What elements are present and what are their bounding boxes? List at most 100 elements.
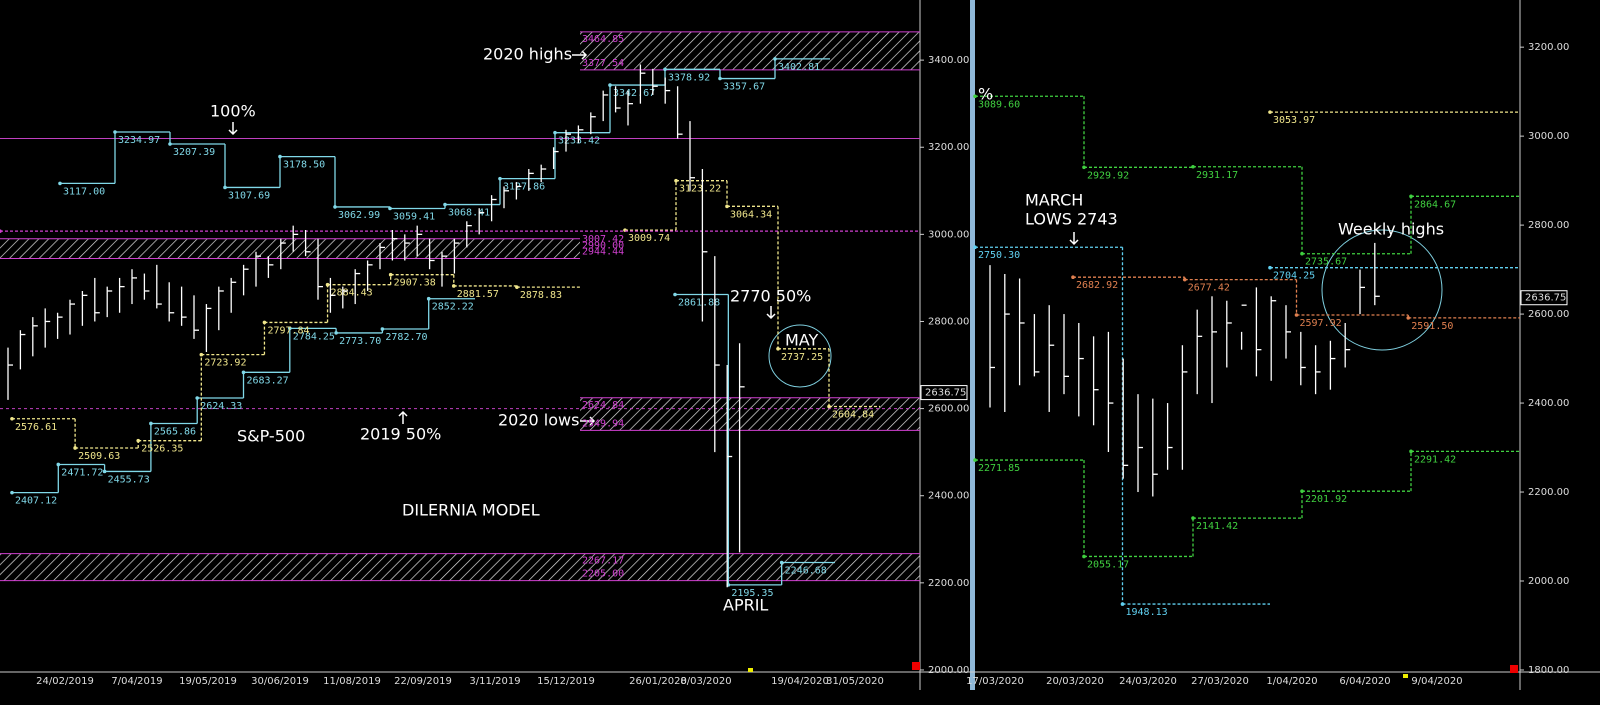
step-node: [1294, 313, 1299, 317]
step-node: [1409, 194, 1413, 199]
y-tick-label: 2600.00: [1528, 309, 1569, 320]
step-node: [136, 438, 141, 443]
y-tick-label: 2200.00: [928, 578, 969, 589]
y-tick-label: 2800.00: [928, 316, 969, 327]
y-tick-label: 2000.00: [1528, 576, 1569, 587]
highlight-circle: [768, 324, 832, 388]
x-tick-label: 8/03/2020: [680, 676, 731, 687]
level-label: 2055.17: [1087, 559, 1129, 570]
level-label: 3059.41: [393, 211, 435, 222]
step-node: [451, 284, 456, 288]
step-node: [725, 204, 729, 209]
level-label: 2784.25: [293, 331, 335, 342]
step-node: [334, 331, 338, 335]
annotation: 2020 lows: [498, 411, 579, 430]
level-label: 2683.27: [247, 375, 289, 386]
y-tick-label: 2600.00: [928, 404, 969, 415]
level-label: 2864.67: [1414, 199, 1456, 210]
highlight-circle: [1321, 229, 1443, 351]
x-tick-label: 15/12/2019: [537, 676, 595, 687]
step-node: [380, 327, 385, 331]
level-label: 2773.70: [339, 336, 381, 347]
level-label: 2881.57: [457, 289, 499, 300]
annotation: 2770 50%: [730, 287, 811, 306]
level-label: 3123.22: [679, 184, 721, 195]
step-node: [973, 94, 977, 99]
level-label: 2526.35: [141, 444, 183, 455]
step-node: [1191, 516, 1195, 520]
zone-label: 2624.84: [582, 400, 624, 411]
x-tick-label: 20/03/2020: [1046, 676, 1104, 687]
y-tick-label: 2400.00: [928, 491, 969, 502]
level-label: 2931.17: [1196, 170, 1238, 181]
level-label: 3378.92: [668, 72, 710, 83]
x-tick-label: 24/03/2020: [1119, 676, 1177, 687]
level-label: 3117.00: [63, 186, 105, 197]
level-label: 3342.67: [613, 88, 655, 99]
step-node: [1182, 277, 1187, 282]
y-tick-label: 3200.00: [928, 142, 969, 153]
step-node: [1409, 449, 1413, 454]
step-node: [241, 370, 246, 375]
annotation: LOWS 2743: [1025, 210, 1118, 229]
step-node: [0, 229, 2, 233]
step-node: [388, 272, 393, 277]
step-node: [278, 154, 282, 159]
last-price-box: [920, 385, 968, 401]
panel-divider: [970, 0, 975, 690]
step-node: [288, 326, 292, 331]
level-label: 2604.84: [832, 409, 874, 420]
level-label: 2291.42: [1414, 454, 1456, 465]
x-tick-label: 11/08/2019: [323, 676, 381, 687]
y-tick-label: 2800.00: [1528, 220, 1569, 231]
zone-label: 2205.00: [582, 569, 624, 580]
level-label: 2907.38: [394, 278, 436, 289]
level-label: 2624.33: [200, 401, 242, 412]
x-tick-label: 31/05/2020: [826, 676, 884, 687]
zone-label: 2549.94: [582, 418, 624, 429]
annotation: DILERNIA MODEL: [402, 501, 540, 520]
annotation: MAY: [785, 331, 819, 350]
hatched-zone: [0, 238, 580, 259]
step-node: [1268, 110, 1272, 114]
x-tick-label: 6/04/2020: [1339, 676, 1390, 687]
step-node: [73, 446, 77, 450]
level-label: 2509.63: [78, 451, 120, 462]
step-node: [674, 178, 678, 183]
level-label: 3053.97: [1273, 115, 1315, 126]
x-tick-label: 19/05/2019: [179, 676, 237, 687]
step-node: [10, 490, 14, 495]
x-tick-label: 26/01/2020: [629, 676, 687, 687]
level-label: 2455.73: [108, 474, 150, 485]
y-tick-label: 2200.00: [1528, 487, 1569, 498]
y-tick-label: 3200.00: [1528, 42, 1569, 53]
step-node: [149, 421, 153, 426]
annotation: 100%: [210, 102, 256, 121]
step-node: [168, 142, 172, 146]
step-node: [195, 396, 199, 400]
level-label: 3107.69: [228, 190, 270, 201]
step-node: [498, 176, 502, 181]
x-tick-label: 17/03/2020: [966, 676, 1024, 687]
zone-label: 3377.54: [582, 58, 624, 69]
x-tick-label: 24/02/2019: [36, 676, 94, 687]
zone-label: 2267.17: [582, 556, 624, 567]
step-node: [1082, 165, 1086, 170]
level-label: 2735.67: [1305, 257, 1347, 268]
hatched-zone: [580, 31, 920, 70]
level-label: 2565.86: [154, 426, 196, 437]
step-node: [608, 83, 612, 87]
level-label: 3402.81: [778, 62, 820, 73]
level-label: 2201.92: [1305, 494, 1347, 505]
annotation: MARCH: [1025, 191, 1083, 210]
step-node: [113, 130, 117, 134]
annotation: %: [978, 85, 993, 104]
step-node: [776, 347, 780, 351]
marker: [1403, 674, 1408, 678]
level-label: 3068.41: [448, 208, 490, 219]
step-node: [1191, 164, 1195, 169]
step-node: [1300, 489, 1304, 493]
level-label: 2271.85: [978, 463, 1020, 474]
